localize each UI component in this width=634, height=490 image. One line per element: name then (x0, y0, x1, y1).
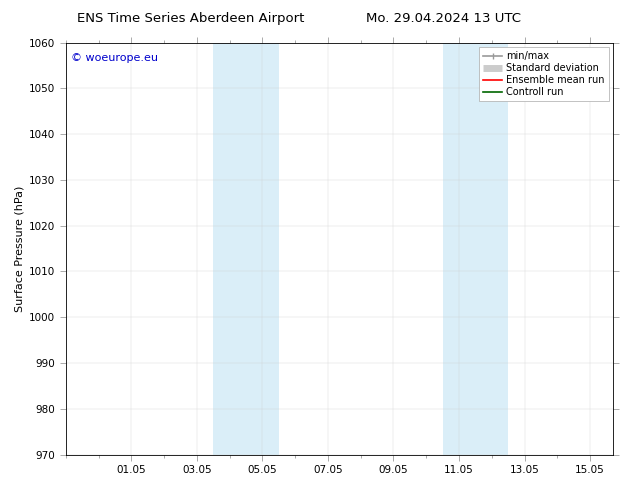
Text: Mo. 29.04.2024 13 UTC: Mo. 29.04.2024 13 UTC (366, 12, 521, 25)
Y-axis label: Surface Pressure (hPa): Surface Pressure (hPa) (15, 185, 25, 312)
Legend: min/max, Standard deviation, Ensemble mean run, Controll run: min/max, Standard deviation, Ensemble me… (479, 48, 609, 101)
Text: ENS Time Series Aberdeen Airport: ENS Time Series Aberdeen Airport (77, 12, 304, 25)
Text: © woeurope.eu: © woeurope.eu (71, 53, 158, 63)
Bar (213, 43, 279, 455)
Bar (443, 43, 508, 455)
